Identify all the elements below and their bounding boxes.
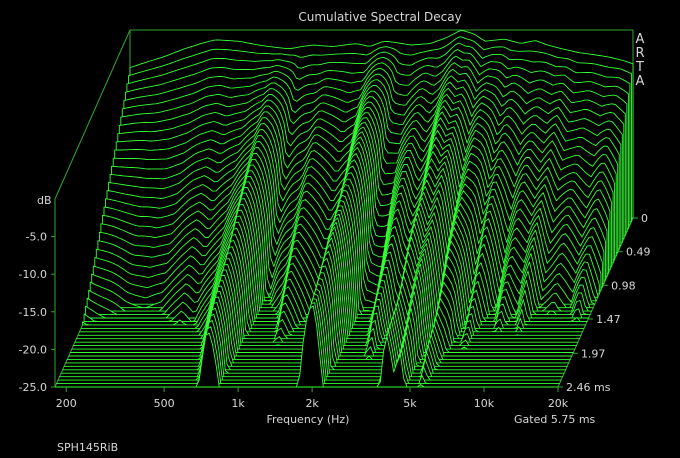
- speaker-label: SPH145RiB: [57, 441, 118, 454]
- z-tick-label-4: 1.97: [581, 347, 606, 360]
- brand-letter-t: T: [635, 60, 644, 75]
- decay-slices: [54, 29, 634, 388]
- top-left-edge: [54, 29, 131, 200]
- x-tick-label-0: 200: [56, 397, 77, 410]
- x-tick-label-6: 20k: [548, 397, 569, 410]
- y-tick-label-3: -20.0: [19, 343, 47, 356]
- brand-letter-a2: A: [636, 74, 645, 89]
- x-tick-label-5: 10k: [474, 397, 495, 410]
- z-tick-label-5: 2.46 ms: [566, 381, 611, 394]
- z-tick-label-0: 0: [641, 212, 648, 225]
- z-tick-label-1: 0.49: [626, 246, 651, 259]
- y-tick-label-1: -10.0: [19, 268, 47, 281]
- decay-slice-49: [54, 305, 559, 388]
- chart-axes: -5.0 -10.0 -15.0 -20.0 -25.0 200 500 1k 2k 5k 10k 2…: [19, 212, 651, 410]
- chart-title: Cumulative Spectral Decay: [298, 10, 461, 24]
- brand-letter-a: A: [636, 32, 645, 47]
- y-tick-label-4: -25.0: [19, 381, 47, 394]
- x-tick-label-3: 2k: [305, 397, 319, 410]
- gate-label: Gated 5.75 ms: [514, 413, 596, 426]
- x-axis-label: Frequency (Hz): [267, 413, 350, 426]
- brand-letter-r: R: [635, 46, 644, 61]
- z-tick-label-2: 0.98: [611, 279, 636, 292]
- x-tick-label-1: 500: [154, 397, 175, 410]
- brand-label: A R T A: [635, 32, 645, 89]
- y-tick-label-0: -5.0: [26, 231, 47, 244]
- x-tick-label-4: 5k: [403, 397, 417, 410]
- floor-right-edge: [557, 217, 634, 388]
- y-tick-label-2: -15.0: [19, 306, 47, 319]
- x-tick-label-2: 1k: [231, 397, 245, 410]
- z-tick-label-3: 1.47: [596, 313, 621, 326]
- y-axis-label: dB: [37, 194, 52, 207]
